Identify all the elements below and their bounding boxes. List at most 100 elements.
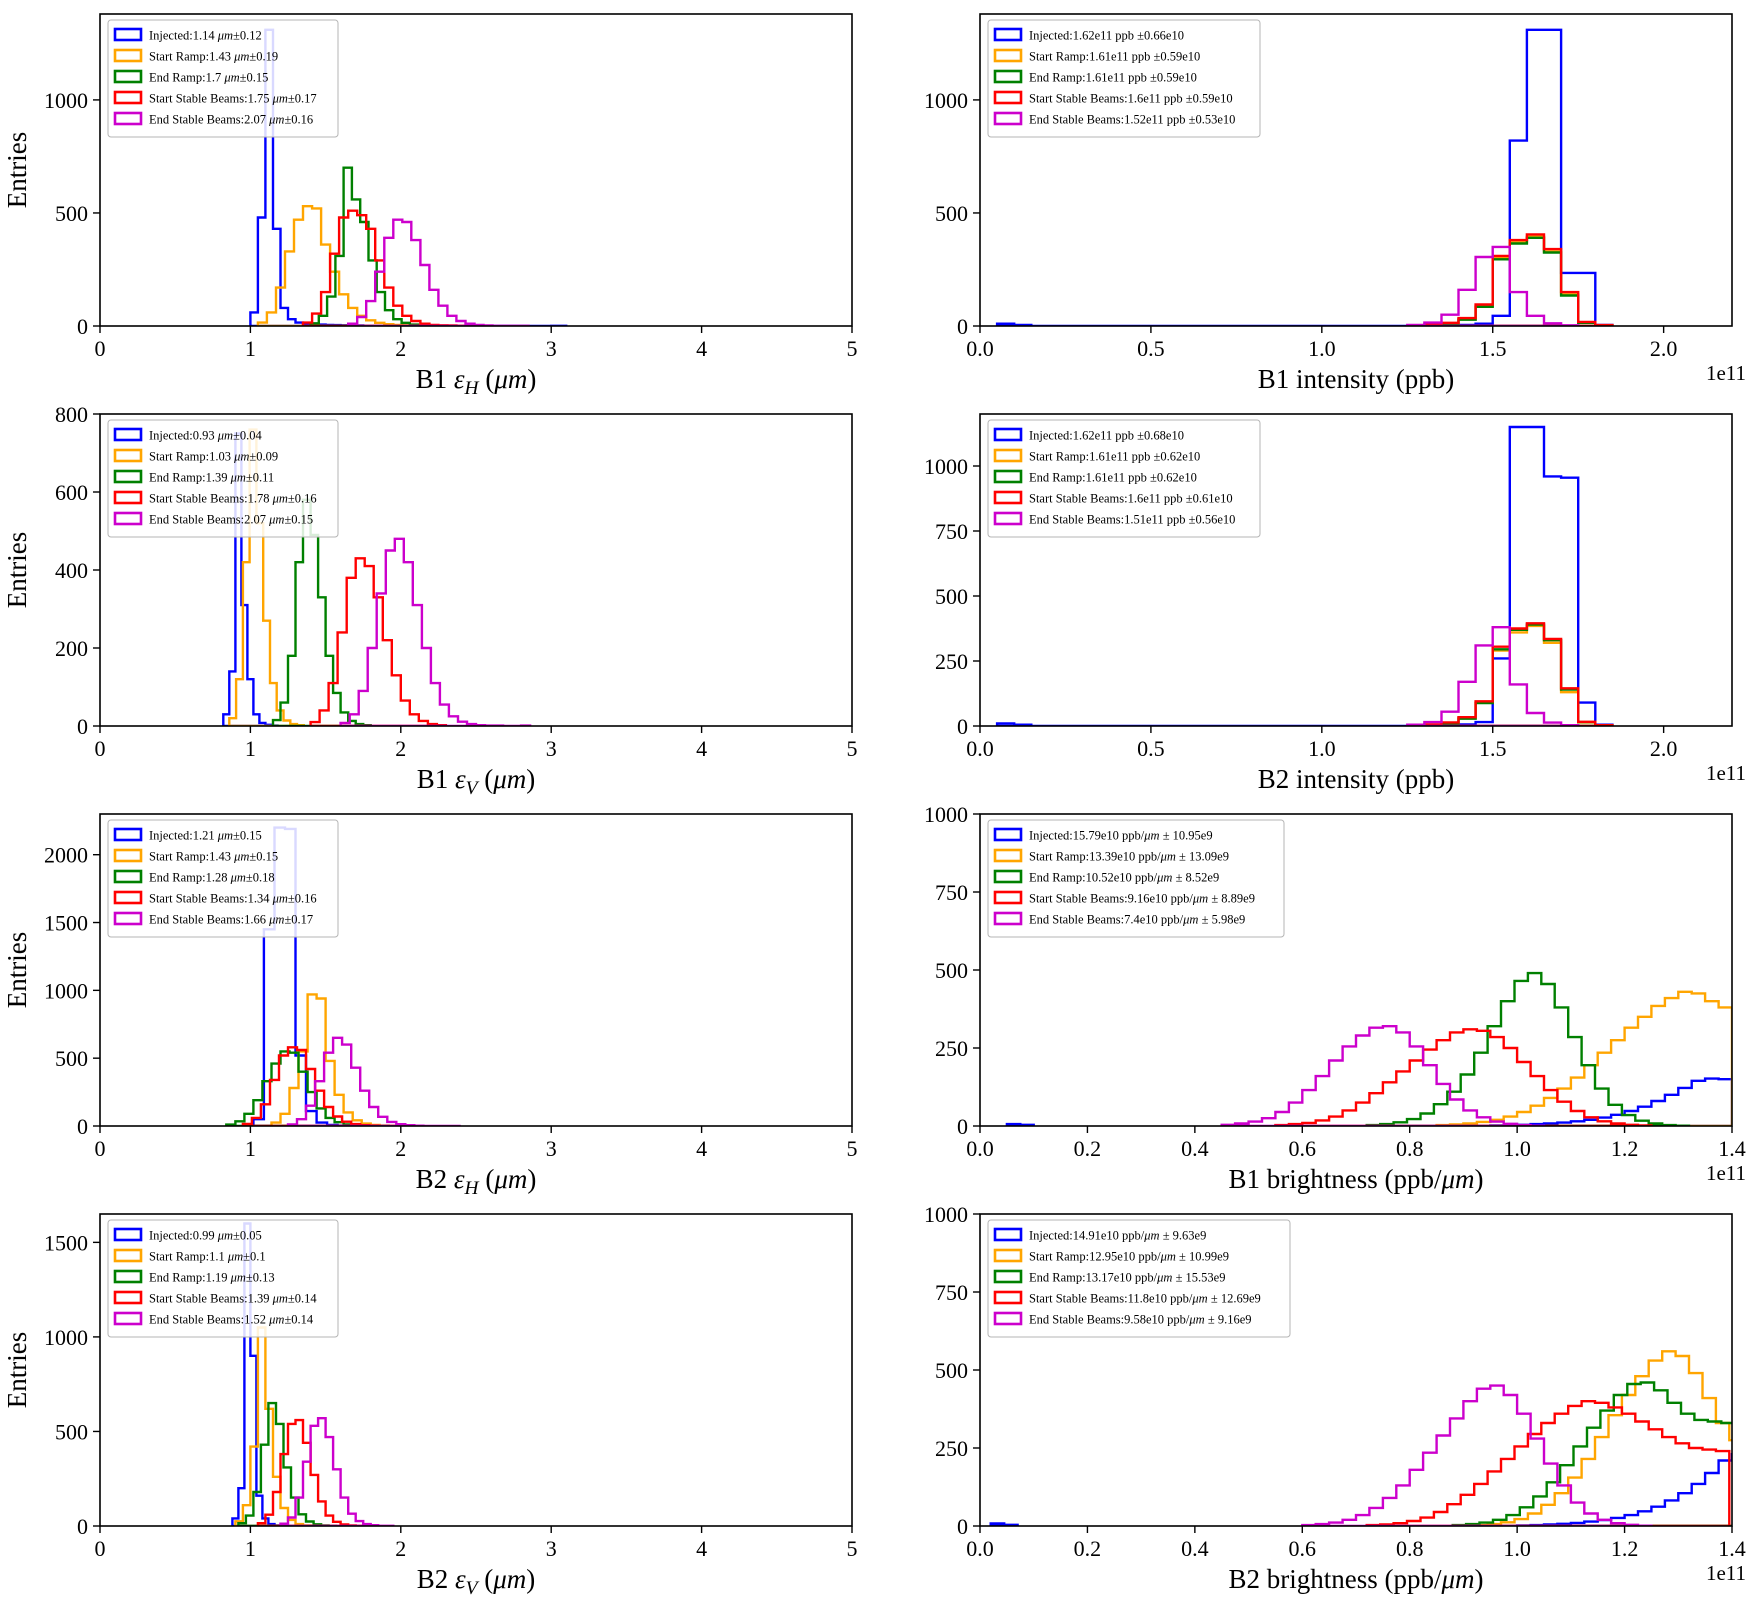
- x-tick-label: 0.0: [966, 1136, 994, 1161]
- legend-swatch-start-ramp: [993, 448, 1023, 463]
- axis-offset-text: 1e11: [1706, 361, 1746, 385]
- y-tick-label: 400: [55, 558, 88, 583]
- x-tick-label: 3: [546, 736, 557, 761]
- hist-start-ramp: [1473, 1350, 1732, 1526]
- hist-injected: [989, 1522, 1019, 1526]
- y-tick-label: 1000: [44, 88, 88, 113]
- x-axis-label: B2 εV (μm): [417, 1564, 536, 1599]
- chart-b2-intensity: 0.0 0.5 1.0 1.5 2.0 0 250 500 750 1000 B2 intensit…: [924, 413, 1746, 794]
- legend: Injected:1.62e11 ppb ±0.68e10 Start Ramp:…: [987, 419, 1261, 538]
- hist-end-stable: [1301, 1384, 1653, 1526]
- x-tick-label: 1.0: [1503, 1536, 1531, 1561]
- x-tick-label: 1.2: [1611, 1536, 1639, 1561]
- x-tick-label: 2.0: [1650, 336, 1678, 361]
- legend-box: [107, 419, 339, 538]
- legend-label-end-stable: End Stable Beams:1.66 μm±0.17: [149, 913, 313, 927]
- x-tick-label: 0.8: [1396, 1136, 1424, 1161]
- y-tick-label: 750: [935, 519, 968, 544]
- y-tick-label: 500: [55, 201, 88, 226]
- hist-start-stable: [301, 209, 476, 326]
- legend-swatch-injected: [993, 1227, 1023, 1242]
- y-tick-label: 500: [935, 958, 968, 983]
- legend-swatch-end-ramp: [113, 469, 143, 484]
- legend: Injected:15.79e10 ppb/μm ± 10.95e9 Start …: [987, 819, 1285, 938]
- x-tick-label: 2: [395, 1536, 406, 1561]
- legend-swatch-end-ramp: [993, 469, 1023, 484]
- legend-label-injected: Injected:1.21 μm±0.15: [149, 829, 262, 843]
- legend-swatch-injected: [113, 27, 143, 42]
- legend-swatch-injected: [113, 827, 143, 842]
- hist-end-ramp: [309, 166, 453, 326]
- y-tick-label: 2000: [44, 843, 88, 868]
- x-tick-label: 1.4: [1718, 1536, 1746, 1561]
- chart-cell-b1-brightness: 0.0 0.2 0.4 0.6 0.8 1.0 1.2 1.4 0 250 500 750 1000 B1…: [880, 800, 1760, 1200]
- hist-end-ramp: [271, 498, 372, 726]
- chart-b2-brightness: 0.0 0.2 0.4 0.6 0.8 1.0 1.2 1.4 0 250 500 750 1000 B2…: [924, 1202, 1746, 1594]
- y-tick-label: 750: [935, 1280, 968, 1305]
- legend-swatch-end-ramp: [113, 69, 143, 84]
- legend-label-injected: Injected:15.79e10 ppb/μm ± 10.95e9: [1029, 829, 1213, 843]
- hist-end-stable: [279, 1417, 395, 1526]
- legend-swatch-end-stable: [113, 1311, 143, 1326]
- legend: Injected:0.93 μm±0.04 Start Ramp:1.03 μm±…: [107, 419, 339, 538]
- legend-swatch-end-ramp: [113, 869, 143, 884]
- x-tick-label: 0: [95, 1536, 106, 1561]
- legend-label-injected: Injected:0.99 μm±0.05: [149, 1229, 262, 1243]
- axes-frame: [99, 13, 853, 327]
- legend-label-end-ramp: End Ramp:1.61e11 ppb ±0.62e10: [1029, 471, 1197, 485]
- x-axis-label: B1 εV (μm): [417, 764, 536, 799]
- legend-label-start-stable: Start Stable Beams:1.78 μm±0.16: [149, 492, 317, 506]
- x-tick-label: 0.6: [1289, 1136, 1317, 1161]
- legend-swatch-start-stable: [113, 890, 143, 905]
- legend-label-injected: Injected:1.62e11 ppb ±0.68e10: [1029, 429, 1184, 443]
- legend: Injected:1.21 μm±0.15 Start Ramp:1.43 μm±…: [107, 819, 339, 938]
- y-tick-label: 500: [935, 1358, 968, 1383]
- chart-b1-brightness: 0.0 0.2 0.4 0.6 0.8 1.0 1.2 1.4 0 250 500 750 1000 B1…: [924, 802, 1746, 1194]
- y-tick-label: 1000: [44, 978, 88, 1003]
- y-tick-label: 500: [935, 584, 968, 609]
- legend-swatch-start-ramp: [113, 1248, 143, 1263]
- legend-label-end-ramp: End Ramp:10.52e10 ppb/μm ± 8.52e9: [1029, 871, 1219, 885]
- x-tick-label: 1.5: [1479, 736, 1507, 761]
- y-tick-label: 800: [55, 402, 88, 427]
- legend-label-start-ramp: Start Ramp:1.61e11 ppb ±0.59e10: [1029, 50, 1200, 64]
- chart-cell-b1-ev: 0 1 2 3 4 5 0 200 400 600 800 B1 εV (μm) Entries Inje…: [0, 400, 880, 800]
- x-axis-label: B1 intensity (ppb): [1258, 364, 1455, 394]
- legend-label-end-stable: End Stable Beams:1.51e11 ppb ±0.56e10: [1029, 513, 1235, 527]
- x-tick-label: 3: [546, 336, 557, 361]
- hist-end-stable: [1406, 626, 1580, 726]
- hist-end-ramp: [1451, 1381, 1732, 1526]
- x-tick-label: 5: [847, 336, 858, 361]
- legend-swatch-start-ramp: [993, 1248, 1023, 1263]
- x-tick-label: 0.6: [1289, 1536, 1317, 1561]
- legend-label-start-stable: Start Stable Beams:1.39 μm±0.14: [149, 1292, 317, 1306]
- legend-label-end-ramp: End Ramp:1.7 μm±0.15: [149, 71, 268, 85]
- series-layer: [1005, 971, 1732, 1126]
- hist-start-stable: [1423, 233, 1614, 326]
- legend-label-start-stable: Start Stable Beams:9.16e10 ppb/μm ± 8.89…: [1029, 892, 1255, 906]
- axes-frame: [99, 813, 853, 1127]
- legend-label-start-ramp: Start Ramp:1.1 μm±0.1: [149, 1250, 266, 1264]
- x-tick-label: 0.2: [1074, 1136, 1102, 1161]
- x-tick-label: 3: [546, 1536, 557, 1561]
- x-tick-label: 4: [696, 736, 707, 761]
- legend-label-start-ramp: Start Ramp:13.39e10 ppb/μm ± 13.09e9: [1029, 850, 1229, 864]
- legend-label-injected: Injected:0.93 μm±0.04: [149, 429, 263, 443]
- y-tick-label: 1000: [924, 802, 968, 827]
- x-tick-label: 0: [95, 1136, 106, 1161]
- x-tick-label: 1: [245, 336, 256, 361]
- x-tick-label: 0.4: [1181, 1536, 1209, 1561]
- y-tick-label: 1500: [44, 911, 88, 936]
- legend-swatch-start-ramp: [993, 48, 1023, 63]
- legend: Injected:1.14 μm±0.12 Start Ramp:1.43 μm±…: [107, 19, 339, 138]
- y-tick-label: 600: [55, 480, 88, 505]
- x-tick-label: 1.0: [1503, 1136, 1531, 1161]
- axes-frame: [979, 413, 1733, 727]
- y-axis-label: Entries: [2, 532, 32, 608]
- x-tick-label: 1: [245, 1536, 256, 1561]
- x-tick-label: 0.5: [1137, 336, 1165, 361]
- y-tick-label: 250: [935, 649, 968, 674]
- legend-swatch-end-ramp: [993, 69, 1023, 84]
- hist-injected: [995, 28, 1614, 326]
- legend-swatch-end-ramp: [993, 869, 1023, 884]
